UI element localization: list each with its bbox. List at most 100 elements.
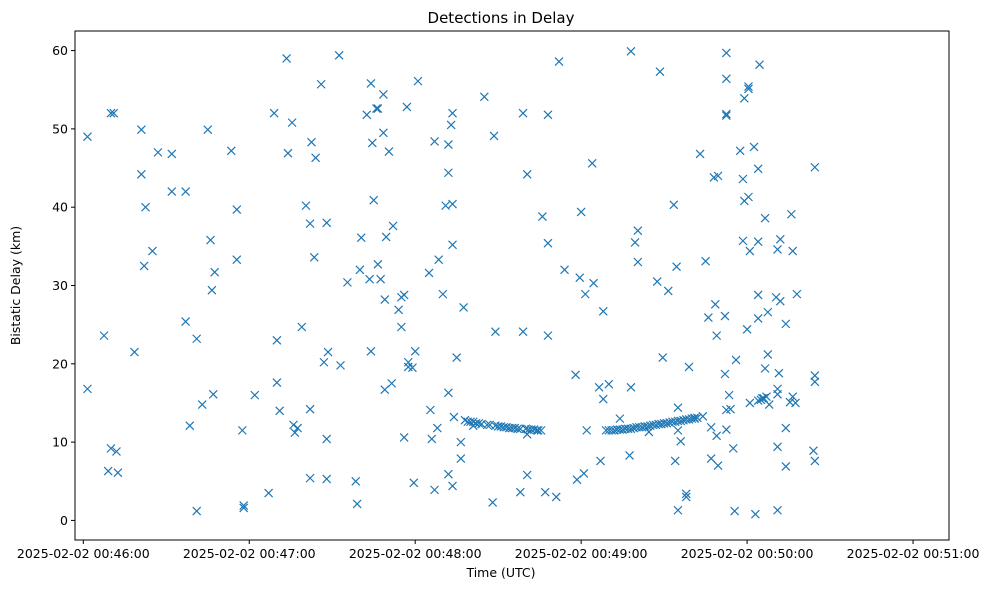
data-point [443,140,453,149]
data-point [366,79,376,88]
data-point [237,425,247,435]
data-point [290,428,300,438]
data-point [99,331,109,341]
data-point [384,147,394,157]
data-point [518,327,528,337]
data-point [459,303,469,312]
y-tick-label: 0 [60,513,68,528]
x-tick-label: 2025-02-02 00:46:00 [17,546,150,561]
data-point [810,371,820,380]
data-points [83,46,820,519]
data-point [197,400,207,409]
data-point [139,261,149,271]
data-point [744,82,753,92]
data-point [192,506,202,516]
data-point [399,432,409,442]
data-point [425,405,435,415]
data-point [305,404,315,414]
data-point [448,108,457,118]
data-point [232,205,242,214]
data-point [712,331,722,341]
data-point [788,246,798,256]
data-point [185,421,195,431]
y-tick-label: 40 [52,200,68,215]
data-point [468,417,478,427]
data-point [540,487,550,497]
data-point [378,90,388,99]
data-point [695,149,705,159]
data-point [466,417,475,427]
data-point [443,168,453,178]
data-point [181,317,191,326]
data-point [698,411,708,421]
data-point [598,394,608,404]
data-point [207,285,217,295]
data-point [380,295,390,305]
data-point [518,108,528,118]
data-point [448,481,457,491]
data-point [287,118,297,128]
y-tick-label: 30 [52,278,68,293]
data-point [560,265,569,275]
data-point [781,423,791,433]
data-point [810,162,820,172]
data-point [103,466,113,476]
data-point [430,485,439,495]
data-point [726,404,735,414]
data-point [413,76,423,86]
data-point [536,425,546,435]
data-point [109,108,119,118]
data-point [490,327,500,337]
data-point [676,436,686,446]
data-point [721,109,731,119]
data-point [289,420,298,430]
data-point [713,171,723,181]
data-point [706,422,716,432]
data-point [153,147,163,157]
data-point [681,489,691,499]
data-point [427,434,437,444]
data-point [136,125,146,135]
data-point [532,425,542,435]
data-point [630,238,640,247]
data-point [701,256,711,266]
data-point [343,277,352,287]
data-point [192,334,202,344]
y-axis: 0 10 20 30 40 50 60 [52,43,75,528]
data-point [596,456,605,466]
data-point [658,353,668,362]
data-point [369,195,379,205]
data-point [724,390,734,400]
data-point [626,382,636,392]
data-point [762,392,771,402]
data-point [311,153,321,163]
data-point [394,305,404,315]
data-point [316,79,326,89]
data-point [352,499,362,509]
data-point [745,246,755,256]
data-point [712,431,722,441]
data-point [112,447,121,456]
data-point [720,311,730,321]
data-point [106,108,116,118]
data-point [283,148,293,158]
data-point [626,424,636,434]
data-point [522,470,532,480]
data-point [663,286,673,296]
data-point [810,377,820,387]
data-point [488,497,498,507]
data-point [181,187,191,196]
data-point [773,384,782,394]
data-point [673,425,683,435]
data-point [692,413,702,423]
data-point [615,414,625,424]
data-point [334,50,344,60]
data-point [208,389,218,399]
data-point [239,503,249,513]
data-point [781,461,791,471]
data-point [633,226,643,236]
data-point [489,131,499,141]
data-point [388,221,398,231]
data-point [448,199,457,209]
